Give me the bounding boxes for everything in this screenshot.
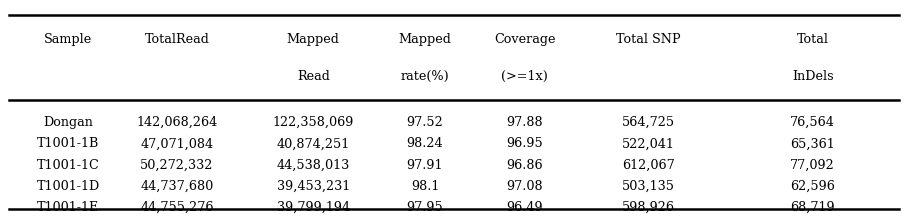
Text: 44,538,013: 44,538,013: [277, 159, 350, 172]
Text: 47,071,084: 47,071,084: [141, 137, 213, 150]
Text: 96.95: 96.95: [507, 137, 543, 150]
Text: 96.49: 96.49: [507, 201, 543, 214]
Text: 97.91: 97.91: [407, 159, 443, 172]
Text: 98.24: 98.24: [407, 137, 443, 150]
Text: Read: Read: [297, 70, 330, 83]
Text: Mapped: Mapped: [399, 33, 451, 46]
Text: 503,135: 503,135: [622, 180, 675, 193]
Text: 97.95: 97.95: [407, 201, 443, 214]
Text: 612,067: 612,067: [622, 159, 675, 172]
Text: 40,874,251: 40,874,251: [277, 137, 350, 150]
Text: Mapped: Mapped: [287, 33, 340, 46]
Text: 76,564: 76,564: [790, 116, 835, 129]
Text: 77,092: 77,092: [790, 159, 835, 172]
Text: 97.08: 97.08: [507, 180, 543, 193]
Text: 68,719: 68,719: [790, 201, 835, 214]
Text: 96.86: 96.86: [507, 159, 543, 172]
Text: 65,361: 65,361: [790, 137, 835, 150]
Text: InDels: InDels: [792, 70, 834, 83]
Text: 44,755,276: 44,755,276: [141, 201, 213, 214]
Text: Total: Total: [796, 33, 829, 46]
Text: 142,068,264: 142,068,264: [136, 116, 218, 129]
Text: 97.52: 97.52: [407, 116, 443, 129]
Text: rate(%): rate(%): [400, 70, 449, 83]
Text: 44,737,680: 44,737,680: [141, 180, 213, 193]
Text: T1001-1B: T1001-1B: [37, 137, 99, 150]
Text: 122,358,069: 122,358,069: [272, 116, 354, 129]
Text: 97.88: 97.88: [507, 116, 543, 129]
Text: Coverage: Coverage: [494, 33, 556, 46]
Text: 50,272,332: 50,272,332: [141, 159, 213, 172]
Text: TotalRead: TotalRead: [144, 33, 210, 46]
Text: 598,926: 598,926: [622, 201, 675, 214]
Text: T1001-1D: T1001-1D: [36, 180, 100, 193]
Text: (>=1x): (>=1x): [501, 70, 548, 83]
Text: Total SNP: Total SNP: [616, 33, 681, 46]
Text: 522,041: 522,041: [622, 137, 675, 150]
Text: Dongan: Dongan: [44, 116, 93, 129]
Text: 564,725: 564,725: [622, 116, 675, 129]
Text: 62,596: 62,596: [790, 180, 835, 193]
Text: T1001-1C: T1001-1C: [36, 159, 100, 172]
Text: T1001-1E: T1001-1E: [37, 201, 99, 214]
Text: 98.1: 98.1: [410, 180, 439, 193]
Text: 39,799,194: 39,799,194: [277, 201, 350, 214]
Text: 39,453,231: 39,453,231: [277, 180, 350, 193]
Text: Sample: Sample: [44, 33, 93, 46]
